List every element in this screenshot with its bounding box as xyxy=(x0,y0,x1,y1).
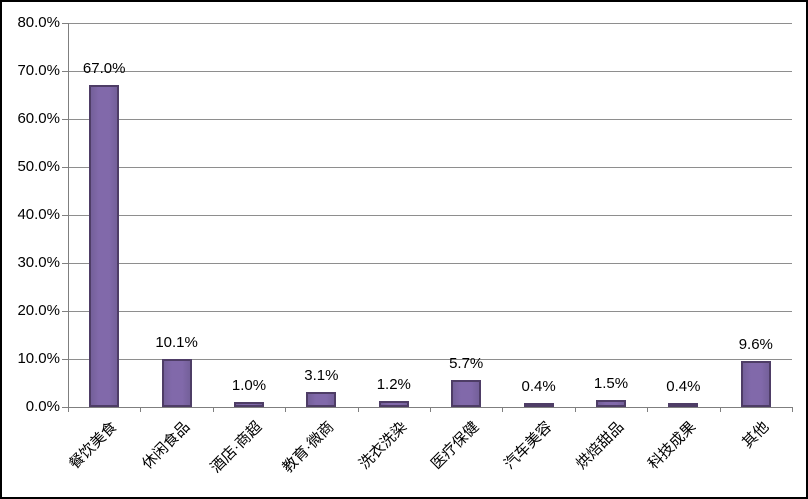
x-category-label: 餐饮美食 xyxy=(66,418,121,473)
y-axis-tick-label: 30.0% xyxy=(17,254,60,271)
bar xyxy=(596,399,626,407)
y-axis-tick-label: 40.0% xyxy=(17,206,60,223)
x-category-label: 休闲食品 xyxy=(138,418,193,473)
bar-data-label: 3.1% xyxy=(304,367,339,385)
bar-data-label: 1.5% xyxy=(593,374,629,392)
y-tick xyxy=(62,71,68,72)
gridline xyxy=(68,119,792,120)
x-category-label: 烘焙甜品 xyxy=(572,418,628,473)
y-axis-tick-label: 10.0% xyxy=(17,350,60,367)
x-tick xyxy=(285,407,287,412)
bar-data-label: 9.6% xyxy=(738,335,773,353)
bar-data-label: 5.7% xyxy=(449,354,484,372)
x-category-label: 洗衣洗染 xyxy=(355,418,411,473)
x-category-label: 医疗保健 xyxy=(428,418,483,473)
x-tick xyxy=(68,407,69,412)
y-axis-tick-label: 60.0% xyxy=(17,110,60,127)
x-tick xyxy=(357,407,359,412)
x-tick xyxy=(792,407,793,412)
bar xyxy=(234,402,264,407)
y-axis-tick-label: 70.0% xyxy=(17,62,60,79)
x-category-label: 酒店·商超 xyxy=(207,418,266,477)
y-tick xyxy=(62,263,68,264)
x-tick xyxy=(502,407,504,412)
y-tick xyxy=(62,167,68,168)
y-tick xyxy=(62,311,68,312)
bar xyxy=(451,379,482,407)
y-axis-tick-label: 20.0% xyxy=(17,302,60,319)
bar-data-label: 0.4% xyxy=(521,378,556,395)
x-category-label: 汽车美容 xyxy=(500,418,555,473)
bar-data-label: 1.0% xyxy=(231,377,267,395)
y-tick xyxy=(62,23,68,24)
y-axis-tick-label: 50.0% xyxy=(17,158,60,175)
x-tick xyxy=(647,407,649,412)
bar-data-label: 1.2% xyxy=(376,376,411,394)
y-tick xyxy=(62,407,68,408)
gridline xyxy=(68,23,792,24)
bar-data-label: 67.0% xyxy=(82,60,126,78)
gridline xyxy=(68,359,792,360)
x-category-label: 其他 xyxy=(738,418,773,452)
y-tick xyxy=(62,215,68,216)
x-tick xyxy=(430,407,431,412)
bar xyxy=(89,85,120,407)
y-axis-tick-label: 80.0% xyxy=(17,14,60,31)
gridline xyxy=(68,215,792,216)
y-axis-tick-label: 0.0% xyxy=(25,398,60,415)
bar-data-label: 10.1% xyxy=(155,333,198,351)
x-tick xyxy=(719,407,721,412)
bar-data-label: 0.4% xyxy=(666,378,701,395)
x-tick xyxy=(212,407,214,412)
bar xyxy=(523,403,554,407)
bar xyxy=(668,403,699,407)
gridline xyxy=(68,71,792,72)
bar xyxy=(740,360,771,407)
gridline xyxy=(68,311,792,312)
y-tick xyxy=(62,119,68,120)
x-category-label: 科技成果 xyxy=(645,418,700,473)
x-tick xyxy=(574,407,576,412)
y-axis-line xyxy=(68,23,69,412)
y-tick xyxy=(62,359,68,360)
x-tick xyxy=(140,407,142,412)
bar xyxy=(306,392,337,407)
gridline xyxy=(68,167,792,168)
x-category-label: 教育·微商 xyxy=(279,418,338,477)
gridline xyxy=(68,263,792,264)
bar xyxy=(161,358,192,407)
bar xyxy=(378,401,409,407)
